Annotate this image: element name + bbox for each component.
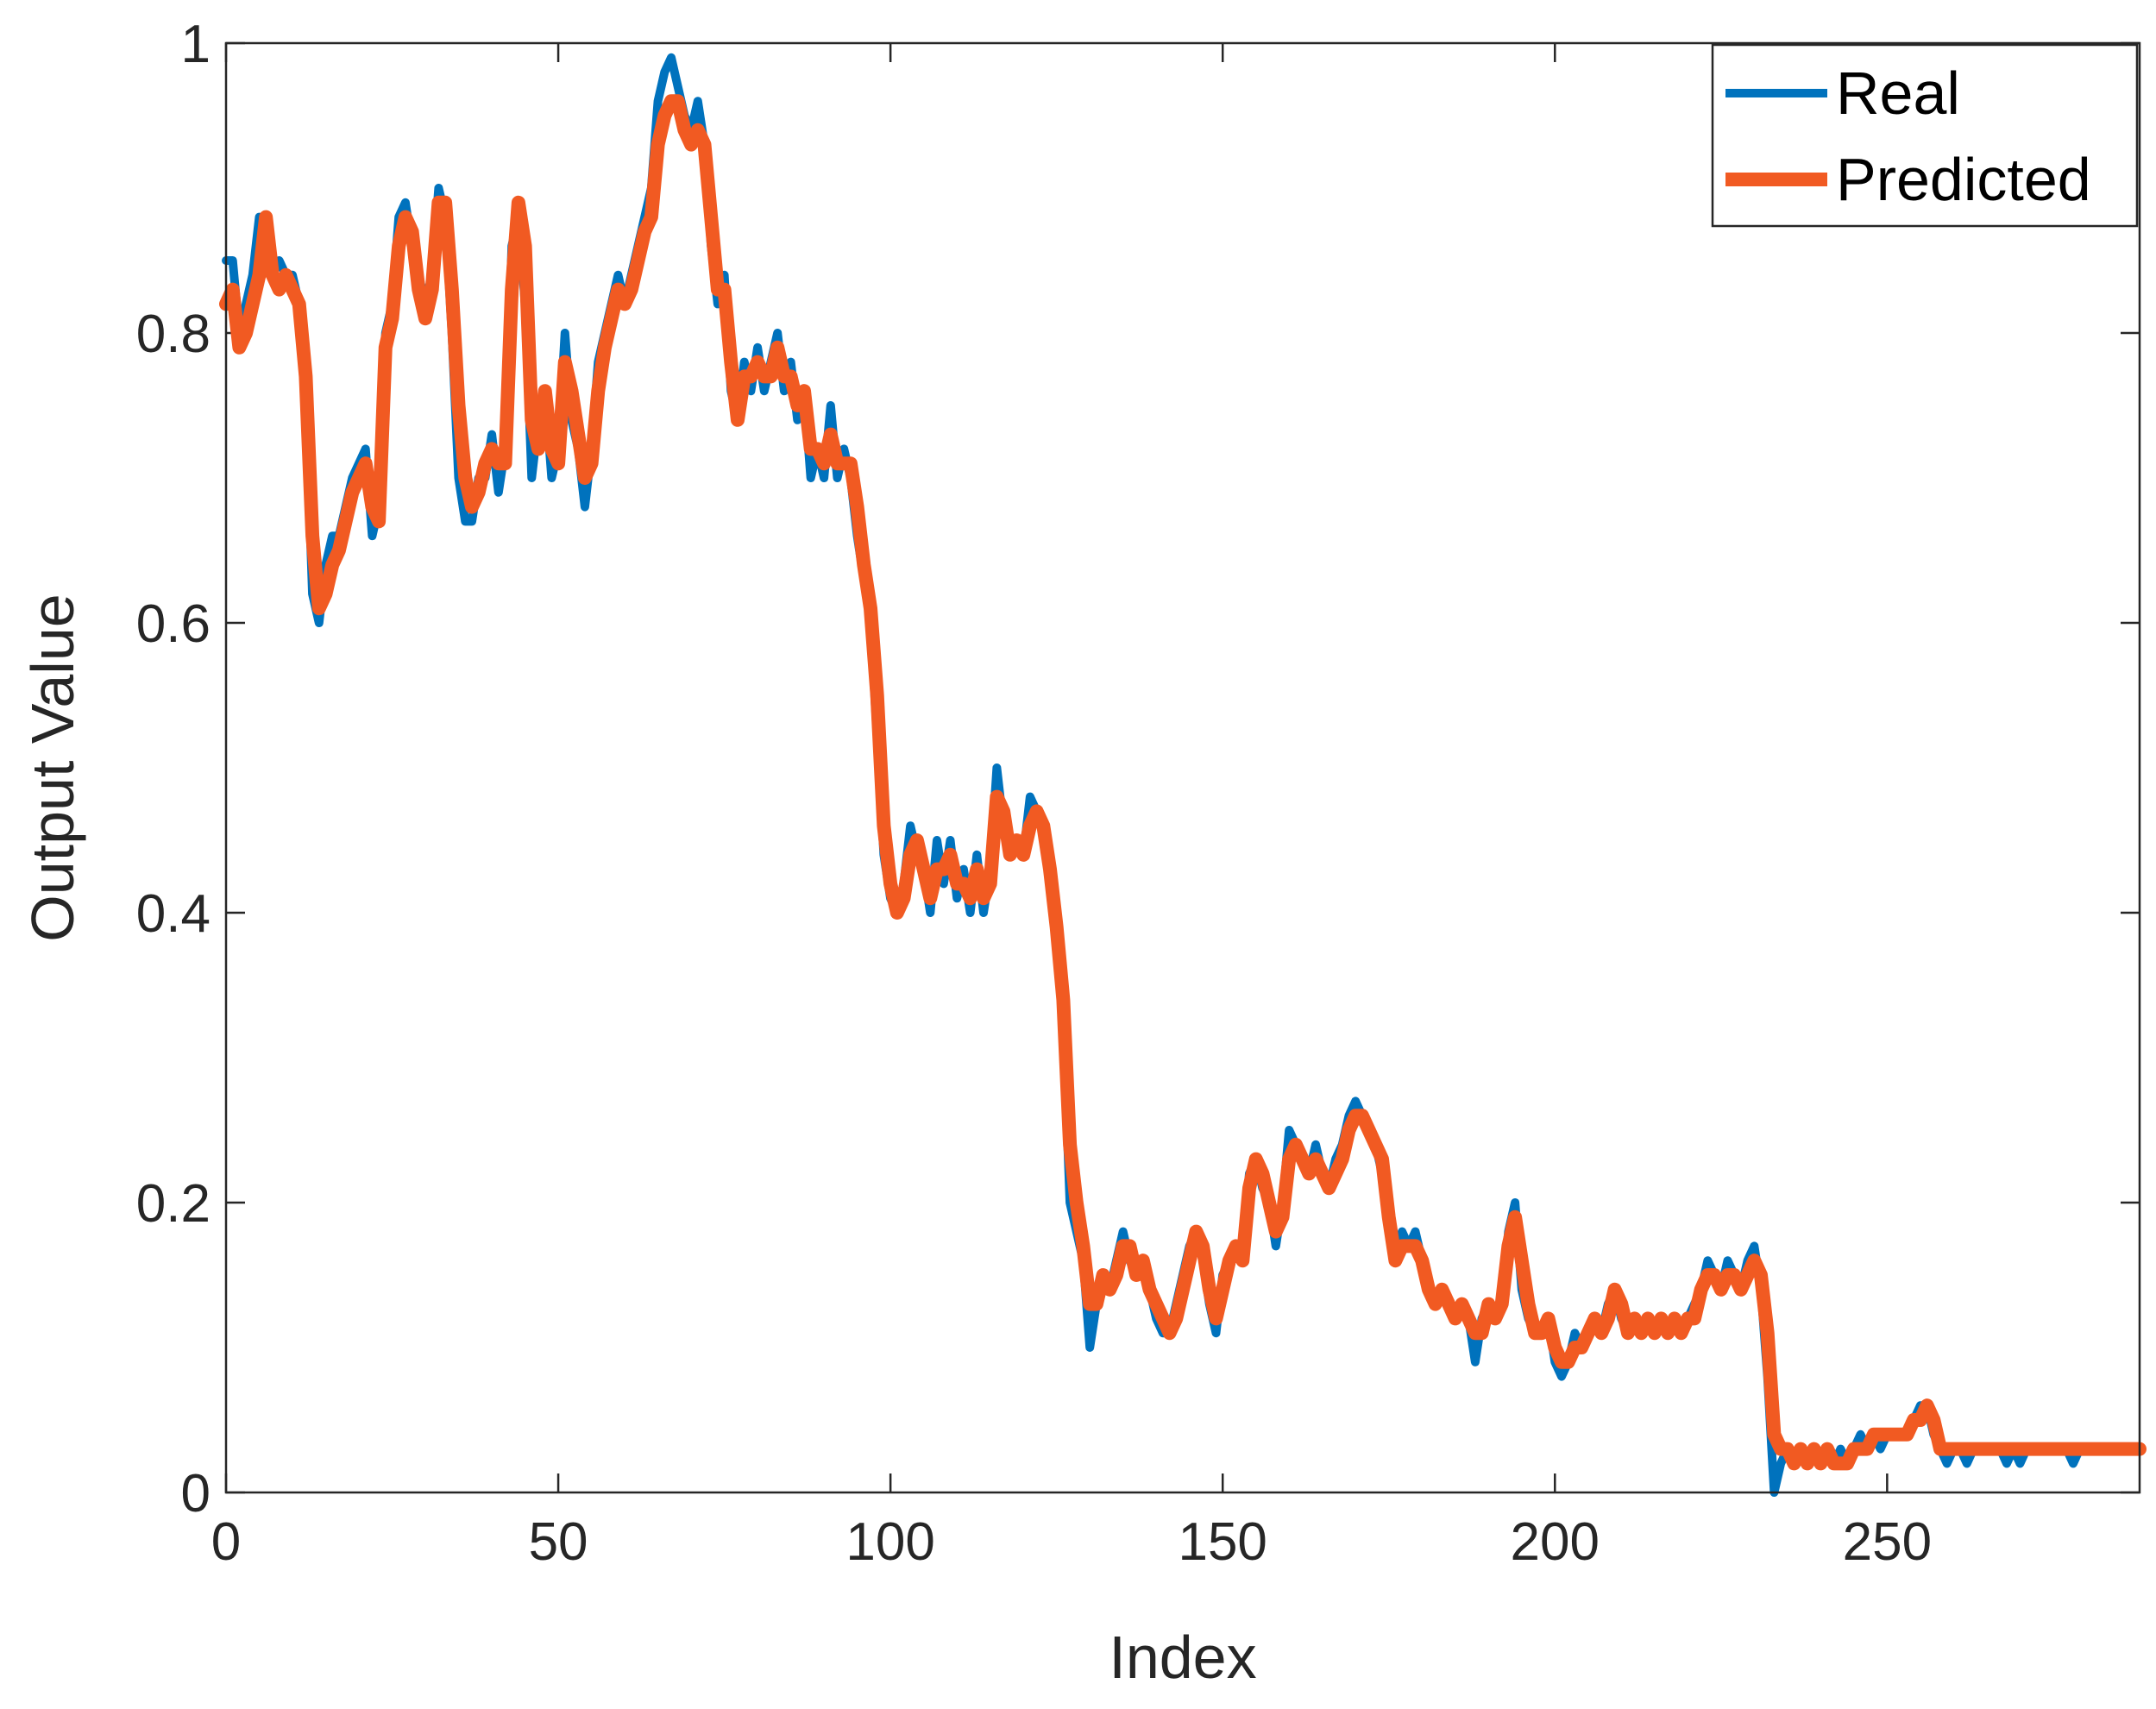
y-tick-label: 0.2 <box>136 1174 211 1234</box>
plot-area <box>226 43 2140 1492</box>
legend-label-real: Real <box>1836 60 1960 127</box>
y-tick-label: 0.4 <box>136 884 211 944</box>
axes-box <box>224 41 2141 1494</box>
x-tick-label: 250 <box>1843 1512 1932 1572</box>
y-axis-ticks: 0 0.2 0.4 0.6 0.8 1 <box>136 15 2140 1524</box>
x-axis-ticks: 0 50 100 150 200 250 <box>211 43 1932 1572</box>
y-tick-label: 0.8 <box>136 305 211 364</box>
x-tick-label: 150 <box>1178 1512 1267 1572</box>
series-layer <box>219 53 2147 1497</box>
y-tick-label: 1 <box>181 15 211 74</box>
legend-label-predicted: Predicted <box>1836 146 2091 213</box>
legend-box <box>1711 43 2139 228</box>
x-tick-label: 200 <box>1511 1512 1600 1572</box>
y-axis-title: Output Value <box>19 594 86 941</box>
x-tick-label: 100 <box>845 1512 934 1572</box>
x-tick-label: 0 <box>211 1512 241 1572</box>
y-tick-label: 0 <box>181 1464 211 1524</box>
legend: Real Predicted <box>1711 43 2139 228</box>
x-axis-title: Index <box>1109 1624 1256 1691</box>
x-tick-label: 50 <box>529 1512 588 1572</box>
series-line-predicted <box>219 94 2147 1471</box>
y-tick-label: 0.6 <box>136 594 211 654</box>
